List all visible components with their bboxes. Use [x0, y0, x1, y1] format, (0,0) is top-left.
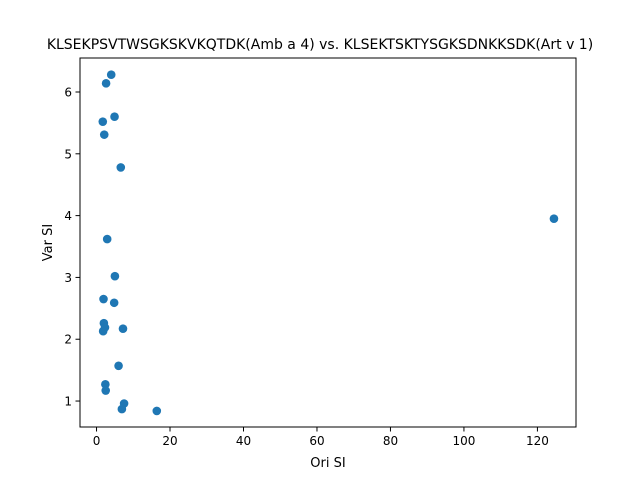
x-tick-label: 0 [93, 434, 101, 448]
data-point [117, 404, 127, 414]
y-axis-label: Var SI [41, 224, 56, 261]
data-point [106, 70, 116, 79]
y-tick-label: 4 [64, 209, 72, 223]
x-tick-label: 100 [452, 434, 475, 448]
x-tick-label: 120 [526, 434, 549, 448]
data-point [109, 298, 119, 308]
data-point [110, 271, 120, 281]
x-tick-label: 80 [383, 434, 398, 448]
data-point [118, 324, 128, 334]
x-axis: 0 20 40 60 80 100 120 [93, 427, 549, 448]
y-tick-label: 1 [64, 395, 72, 409]
data-point [549, 214, 559, 224]
x-axis-label: Ori SI [310, 456, 345, 471]
data-point [110, 112, 119, 122]
x-tick-label: 20 [162, 434, 177, 448]
data-point [101, 386, 111, 395]
y-tick-label: 6 [64, 85, 72, 99]
y-tick-label: 3 [64, 271, 72, 285]
x-tick-label: 60 [309, 434, 324, 448]
data-point [98, 326, 108, 336]
plot-frame [79, 57, 577, 428]
data-point [101, 380, 110, 389]
points-layer [98, 70, 559, 416]
data-point [99, 130, 109, 139]
data-point [101, 79, 111, 88]
y-axis: 1 2 3 4 5 6 [64, 85, 80, 409]
data-point [99, 294, 108, 304]
x-tick-label: 40 [236, 434, 251, 448]
data-point [116, 163, 126, 172]
chart-title: KLSEKPSVTWSGKSKVKQTDK(Amb a 4) vs. KLSEK… [47, 37, 593, 53]
y-tick-label: 2 [64, 333, 72, 347]
data-point [152, 406, 162, 416]
data-point [102, 234, 112, 244]
data-point [114, 361, 123, 371]
data-point [98, 117, 108, 126]
y-tick-label: 5 [64, 147, 72, 161]
